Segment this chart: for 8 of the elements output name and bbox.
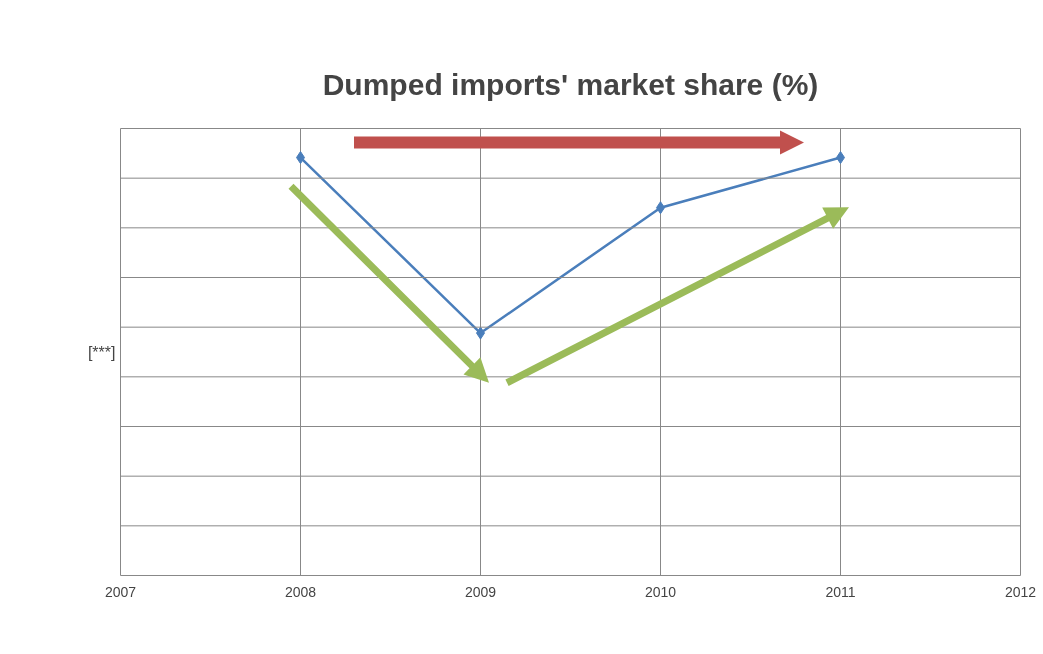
x-tick-label: 2012	[1004, 583, 1037, 600]
x-tick-label: 2007	[104, 583, 137, 600]
x-tick-label: 2011	[825, 583, 856, 600]
y-axis-title: [***]	[87, 343, 116, 361]
chart-title: Dumped imports' market share (%)	[322, 68, 819, 101]
x-tick-label: 2009	[464, 583, 497, 600]
x-tick-label: 2008	[284, 583, 317, 600]
x-tick-label: 2010	[644, 583, 677, 600]
